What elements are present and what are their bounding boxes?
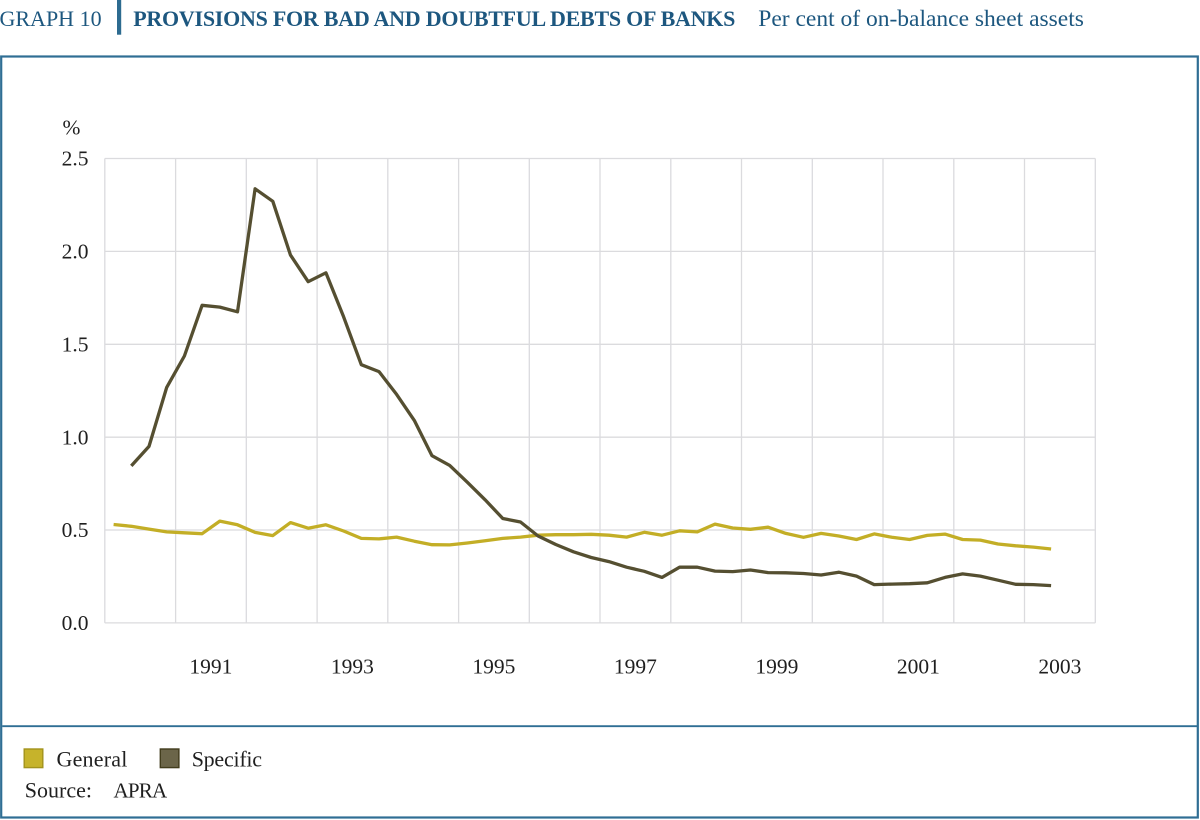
svg-text:APRA: APRA <box>114 779 168 803</box>
svg-text:Specific: Specific <box>192 747 263 772</box>
svg-text:PROVISIONS FOR BAD AND DOUBTFU: PROVISIONS FOR BAD AND DOUBTFUL DEBTS OF… <box>133 6 735 31</box>
svg-text:1995: 1995 <box>472 655 515 679</box>
svg-text:1997: 1997 <box>614 655 657 679</box>
svg-text:Source:: Source: <box>25 778 92 803</box>
svg-text:1991: 1991 <box>189 655 232 679</box>
svg-text:General: General <box>57 747 128 772</box>
svg-text:2003: 2003 <box>1038 655 1081 679</box>
svg-text:Per cent of on-balance sheet a: Per cent of on-balance sheet assets <box>758 6 1084 32</box>
svg-text:1993: 1993 <box>331 655 374 679</box>
svg-text:2.5: 2.5 <box>62 147 89 171</box>
svg-text:1.0: 1.0 <box>62 425 89 449</box>
svg-text:1.5: 1.5 <box>62 333 89 357</box>
svg-text:1999: 1999 <box>755 655 798 679</box>
svg-text:GRAPH 10: GRAPH 10 <box>0 6 102 31</box>
svg-text:2001: 2001 <box>897 655 940 679</box>
svg-text:2.0: 2.0 <box>62 240 89 264</box>
svg-text:0.5: 0.5 <box>62 518 89 542</box>
svg-text:0.0: 0.0 <box>62 611 89 635</box>
svg-text:%: % <box>63 116 81 140</box>
